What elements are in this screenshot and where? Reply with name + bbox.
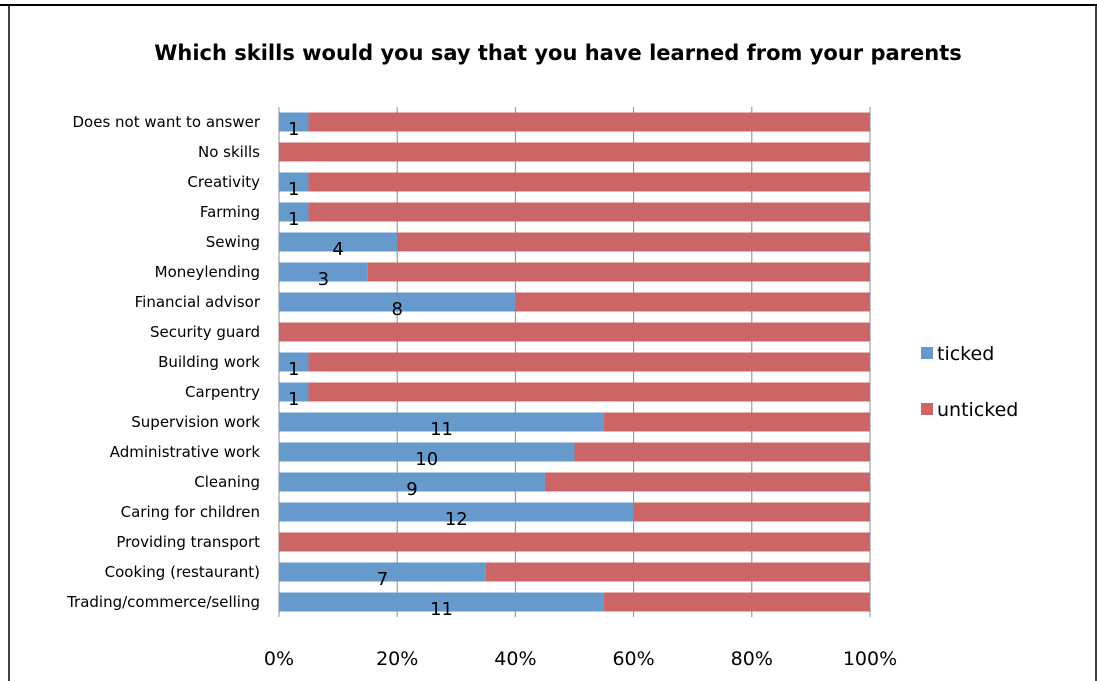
data-label-ticked: 7 xyxy=(377,569,388,590)
x-tick-label: 100% xyxy=(843,648,897,670)
x-tick-label: 80% xyxy=(731,648,773,670)
x-tick-label: 40% xyxy=(494,648,536,670)
data-label-ticked: 1 xyxy=(288,209,299,230)
bar-ticked xyxy=(279,472,545,492)
category-label: Administrative work xyxy=(110,443,261,461)
bar-unticked xyxy=(279,142,870,162)
data-label-ticked: 3 xyxy=(318,269,329,290)
bar-unticked xyxy=(367,262,870,282)
bar-ticked xyxy=(279,262,368,282)
bar-unticked xyxy=(604,412,870,432)
category-label: Farming xyxy=(200,203,260,221)
bar-ticked xyxy=(279,292,516,312)
bar-unticked xyxy=(544,472,870,492)
data-label-ticked: 11 xyxy=(430,419,453,440)
bar-unticked xyxy=(308,112,870,132)
bar-unticked xyxy=(279,322,870,342)
bar-ticked xyxy=(279,562,486,582)
bar-unticked xyxy=(397,232,870,252)
legend-label: unticked xyxy=(937,399,1018,421)
bar-unticked xyxy=(574,442,870,462)
legend: ticked unticked xyxy=(921,343,1018,421)
category-label: Security guard xyxy=(150,323,260,341)
bar-unticked xyxy=(308,172,870,192)
legend-swatch xyxy=(921,403,933,415)
bar-ticked xyxy=(279,352,309,372)
bar-ticked xyxy=(279,592,605,612)
bar-ticked xyxy=(279,112,309,132)
category-label: Does not want to answer xyxy=(73,113,261,131)
data-label-ticked: 10 xyxy=(415,449,438,470)
category-label: Cleaning xyxy=(194,473,260,491)
bar-ticked xyxy=(279,232,398,252)
x-tick-label: 20% xyxy=(376,648,418,670)
bar-ticked xyxy=(279,502,634,522)
category-label: Caring for children xyxy=(121,503,260,521)
category-label: Providing transport xyxy=(116,533,260,551)
category-label: Moneylending xyxy=(155,263,260,281)
bar-ticked xyxy=(279,172,309,192)
bar-ticked xyxy=(279,442,575,462)
data-label-ticked: 1 xyxy=(288,359,299,380)
bar-ticked xyxy=(279,382,309,402)
category-label: Cooking (restaurant) xyxy=(105,563,260,581)
category-label: Creativity xyxy=(187,173,260,191)
chart-title: Which skills would you say that you have… xyxy=(154,41,962,65)
legend-label: ticked xyxy=(937,343,994,365)
bar-unticked xyxy=(308,352,870,372)
category-label: Carpentry xyxy=(185,383,260,401)
bar-unticked xyxy=(308,382,870,402)
bar-ticked xyxy=(279,202,309,222)
bar-unticked xyxy=(279,532,870,552)
data-label-ticked: 9 xyxy=(406,479,417,500)
data-label-ticked: 1 xyxy=(288,389,299,410)
bar-unticked xyxy=(308,202,870,222)
bar-unticked xyxy=(515,292,870,312)
category-label: Building work xyxy=(158,353,260,371)
bar-unticked xyxy=(485,562,870,582)
bar-ticked xyxy=(279,412,605,432)
data-label-ticked: 1 xyxy=(288,119,299,140)
category-label: Supervision work xyxy=(131,413,260,431)
data-label-ticked: 4 xyxy=(332,239,343,260)
category-label: Sewing xyxy=(206,233,260,251)
category-label: Financial advisor xyxy=(135,293,261,311)
x-tick-labels: 0% 20% 40% 60% 80% 100% xyxy=(264,648,897,670)
category-labels: Does not want to answer No skills Creativi… xyxy=(66,113,261,611)
category-label: Trading/commerce/selling xyxy=(66,593,260,611)
data-label-ticked: 1 xyxy=(288,179,299,200)
data-label-ticked: 11 xyxy=(430,599,453,620)
category-label: No skills xyxy=(198,143,260,161)
legend-swatch xyxy=(921,347,933,359)
data-label-ticked: 8 xyxy=(391,299,402,320)
bar-unticked xyxy=(604,592,870,612)
x-tick-label: 60% xyxy=(612,648,654,670)
bar-unticked xyxy=(633,502,870,522)
x-tick-label: 0% xyxy=(264,648,294,670)
data-label-ticked: 12 xyxy=(445,509,468,530)
